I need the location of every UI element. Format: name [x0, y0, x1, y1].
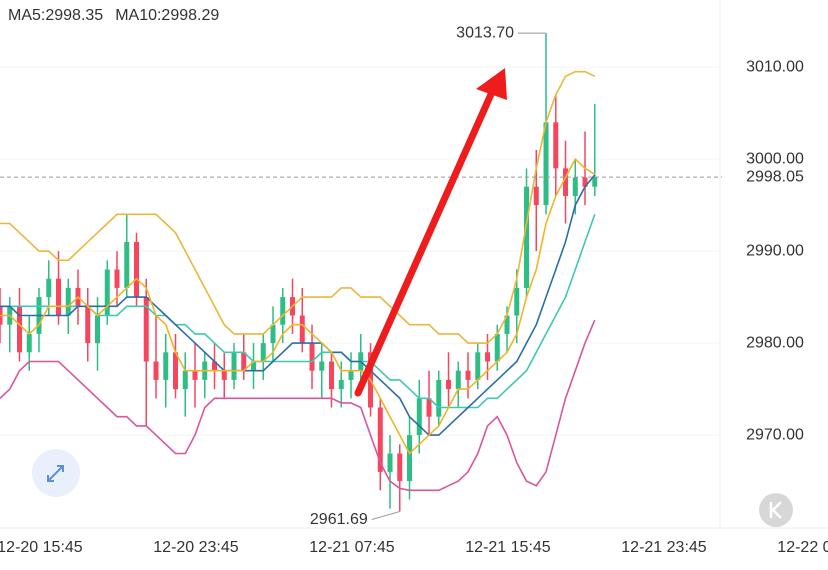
y-tick-label: 3000.00: [746, 150, 804, 167]
candle-body: [182, 370, 188, 390]
min-label: 2961.69: [310, 511, 368, 528]
candle-body: [543, 122, 549, 206]
candle-body: [475, 352, 481, 380]
candle-body: [446, 379, 452, 390]
candle-body: [494, 333, 500, 362]
candle-body: [377, 407, 383, 472]
candle-body: [270, 324, 276, 344]
max-label: 3013.70: [456, 24, 514, 41]
indicator-line: [0, 174, 596, 436]
y-tick-label: 2980.00: [746, 334, 804, 351]
candle-body: [134, 241, 140, 298]
legend-entry: MA5:2998.35: [8, 7, 103, 24]
k-button-bg[interactable]: [759, 493, 793, 527]
y-tick-label: 2970.00: [746, 426, 804, 443]
candle-body: [114, 269, 120, 288]
candle-body: [563, 168, 569, 196]
candle-body: [104, 269, 110, 316]
x-tick-label: 12-21 15:45: [465, 539, 551, 556]
candle-body: [455, 370, 461, 390]
candle-body: [85, 306, 91, 344]
x-tick-label: 12-20 23:45: [153, 539, 239, 556]
candle-body: [319, 361, 325, 371]
candle-body: [153, 361, 159, 380]
candle-body: [251, 361, 257, 371]
candle-body: [46, 278, 52, 298]
x-tick-label: 12-21 07:45: [309, 539, 395, 556]
plot-layer: 2970.00 2980.00 2990.00 3000.00 3010.00 12-20…: [0, 7, 828, 556]
candle-body: [416, 398, 422, 436]
candle-body: [260, 343, 266, 362]
candle-body: [387, 453, 393, 472]
candle-body: [231, 352, 237, 380]
trend-arrow: [354, 68, 507, 397]
candle-body: [221, 370, 227, 380]
arrow-head: [476, 68, 507, 100]
candle-body: [26, 333, 32, 353]
candle-body: [280, 297, 286, 325]
indicator-line: [0, 319, 596, 492]
candle-body: [592, 177, 598, 187]
candle-body: [163, 352, 169, 380]
candle-body: [504, 315, 510, 334]
x-tick-label: 12-22 07:45: [777, 539, 828, 556]
candle-body: [436, 379, 442, 417]
candle-body: [329, 361, 335, 390]
candle-body: [65, 287, 71, 316]
candle-body: [212, 361, 218, 371]
last-price-tag: [724, 165, 826, 190]
candle-body: [95, 315, 101, 344]
candle-body: [192, 370, 198, 380]
min-leader: [371, 511, 400, 521]
indicator-line: [0, 157, 596, 455]
candle-body: [56, 278, 62, 316]
y-tick-label: 3010.00: [746, 58, 804, 75]
indicator-line: [0, 70, 596, 344]
candle-body: [397, 453, 403, 482]
x-tick-label: 12-20 15:45: [0, 539, 83, 556]
arrow-shaft: [354, 88, 496, 397]
candle-body: [407, 435, 413, 482]
candle-body: [426, 398, 432, 417]
candle-body: [17, 306, 23, 353]
k-button[interactable]: [759, 493, 793, 527]
y-tick-label: 2990.00: [746, 242, 804, 259]
candle-body: [348, 370, 354, 380]
expand-button[interactable]: [32, 449, 80, 497]
expand-icon: [47, 465, 64, 482]
candle-body: [533, 186, 539, 206]
last-price-label: 2998.05: [746, 168, 804, 185]
candle-body: [338, 379, 344, 390]
candle-body: [572, 177, 578, 196]
candle-body: [465, 370, 471, 380]
candle-body: [514, 287, 520, 316]
candle-body: [309, 343, 315, 371]
indicator-line: [0, 214, 596, 409]
candle-body: [143, 297, 149, 362]
candle-body: [524, 186, 530, 288]
candle-body: [124, 241, 130, 288]
candle-body: [582, 177, 588, 187]
k-icon: [769, 501, 782, 519]
x-tick-label: 12-21 23:45: [621, 539, 707, 556]
legend-entry: MA10:2998.29: [115, 7, 219, 24]
candle-body: [485, 352, 491, 362]
candle-body: [553, 122, 559, 169]
candle-body: [299, 315, 305, 344]
candle-body: [173, 352, 179, 390]
candle-body: [241, 352, 247, 371]
